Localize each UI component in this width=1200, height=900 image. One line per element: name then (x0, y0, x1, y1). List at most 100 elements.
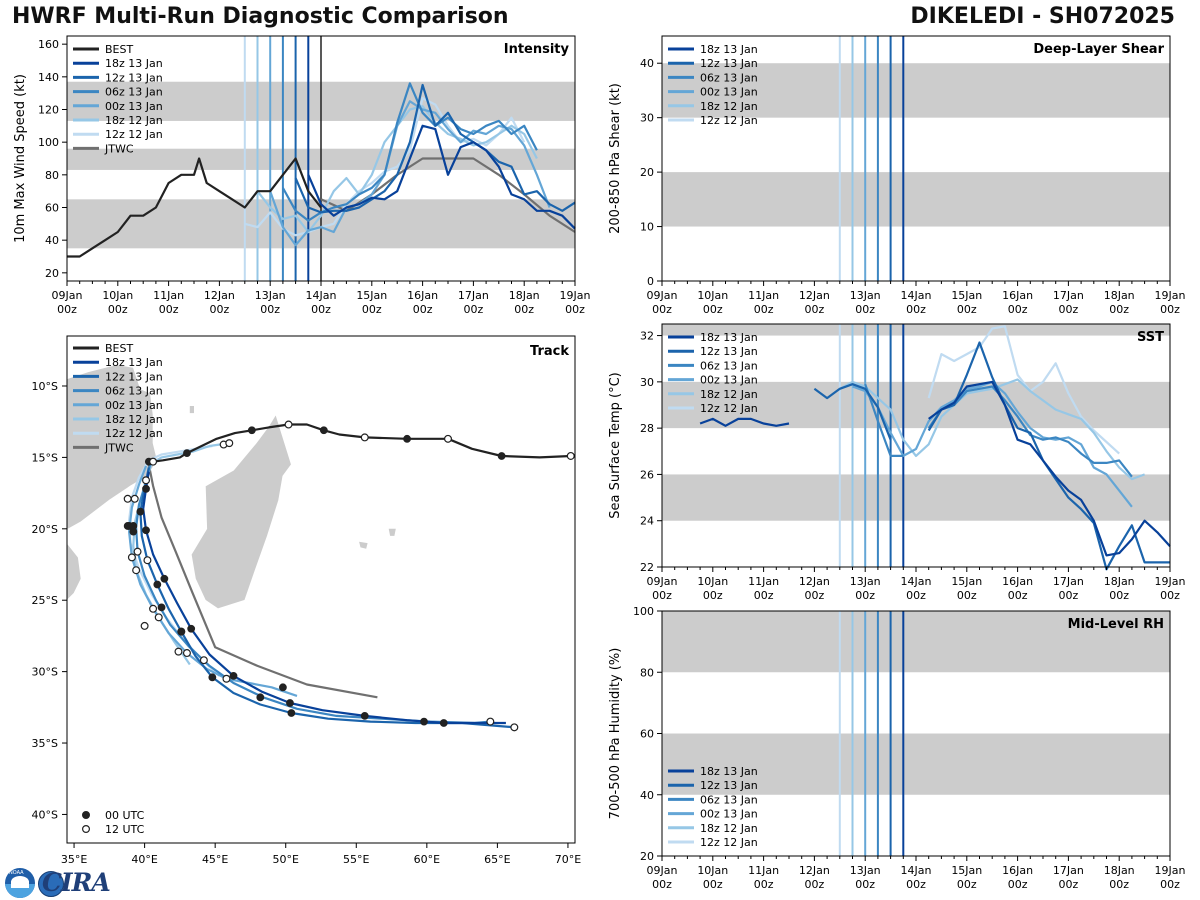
shear-xtick-day-9: 18Jan (1104, 289, 1135, 302)
intensity-xtick-hour-8: 00z (464, 303, 484, 316)
sst-xtick-hour-4: 00z (855, 589, 875, 602)
track-marker-00utc-3-4 (287, 709, 296, 717)
track-marker-legend-label-1: 12 UTC (105, 823, 145, 836)
track-series-0 (147, 423, 571, 466)
shear-xtick-day-1: 10Jan (697, 289, 728, 302)
shear-legend-label-4: 18z 12 Jan (700, 100, 758, 113)
sst-ytick-label-4: 30 (640, 376, 654, 389)
sst-series-8 (927, 325, 1120, 455)
sst-xtick-hour-1: 00z (703, 589, 723, 602)
sst-legend-label-4: 18z 12 Jan (700, 388, 758, 401)
sst-xtick-hour-0: 00z (652, 589, 672, 602)
page-title-left: HWRF Multi-Run Diagnostic Comparison (12, 4, 509, 29)
rh-xtick-hour-6: 00z (957, 878, 977, 891)
track-frame (66, 335, 576, 844)
sst-xtick-day-6: 15Jan (951, 575, 982, 588)
track-marker-00utc-2-3 (187, 624, 196, 633)
intensity-xtick-hour-1: 00z (108, 303, 128, 316)
intensity-title: Intensity (504, 42, 570, 57)
track-legend-label-5: 18z 12 Jan (105, 413, 163, 426)
shear-xtick-hour-6: 00z (957, 303, 977, 316)
track-marker-00utc-0-1 (403, 434, 411, 443)
rh-ylabel: 700-500 hPa Humidity (%) (608, 648, 623, 820)
sst-title: SST (1137, 330, 1164, 345)
sst-panel: 22242628303209Jan00z10Jan00z11Jan00z12Ja… (608, 323, 1186, 602)
sst-xtick-hour-9: 00z (1109, 589, 1129, 602)
rh-xtick-hour-0: 00z (652, 878, 672, 891)
sst-xtick-day-5: 14Jan (901, 575, 932, 588)
sst-xtick-hour-8: 00z (1059, 589, 1079, 602)
shear-xtick-hour-3: 00z (805, 303, 825, 316)
sst-xtick-hour-10: 00z (1160, 589, 1180, 602)
shear-xtick-day-0: 09Jan (647, 289, 678, 302)
shear-legend-label-3: 00z 13 Jan (700, 86, 758, 99)
track-legend-label-2: 12z 13 Jan (105, 370, 163, 383)
rh-xtick-day-5: 14Jan (901, 864, 932, 877)
intensity-xtick-day-2: 11Jan (153, 289, 184, 302)
track-series-2 (142, 471, 506, 725)
track-panel: 35°E 40°E 45°E 50°E 55°E 60°E 65°E 70°E 10°S 15°S… (32, 335, 581, 866)
intensity-xtick-day-10: 19Jan (560, 289, 591, 302)
track-legend-label-7: JTWC (104, 441, 134, 454)
sst-legend-label-2: 06z 13 Jan (700, 359, 758, 372)
track-marker-12utc-3-1 (143, 556, 152, 565)
rh-legend-label-3: 00z 13 Jan (700, 808, 758, 821)
intensity-legend-label-0: BEST (105, 43, 133, 56)
intensity-xtick-day-8: 17Jan (458, 289, 489, 302)
rh-xtick-day-9: 18Jan (1104, 864, 1135, 877)
sst-legend-label-1: 12z 13 Jan (700, 345, 758, 358)
sst-xtick-hour-5: 00z (906, 589, 926, 602)
comoros-island (189, 406, 194, 414)
rh-xtick-day-0: 09Jan (647, 864, 678, 877)
rh-xtick-hour-8: 00z (1059, 878, 1079, 891)
track-legend-label-0: BEST (105, 342, 133, 355)
sst-xtick-hour-2: 00z (754, 589, 774, 602)
track-marker-12utc-6-1 (142, 476, 151, 485)
sst-xtick-day-1: 10Jan (697, 575, 728, 588)
sst-ytick-label-0: 22 (640, 561, 654, 574)
track-marker-00utc-5-3 (256, 693, 265, 702)
rh-xtick-hour-1: 00z (703, 878, 723, 891)
intensity-xtick-hour-4: 00z (260, 303, 280, 316)
track-marker-legend-swatch-0 (81, 810, 90, 819)
track-marker-12utc-5-1 (149, 604, 158, 613)
sst-series-4 (864, 383, 904, 457)
rh-panel: 2040608010009Jan00z10Jan00z11Jan00z12Jan… (608, 605, 1185, 891)
rh-legend-label-0: 18z 13 Jan (700, 765, 758, 778)
track-legend-label-1: 18z 13 Jan (105, 356, 163, 369)
intensity-legend-label-7: JTWC (104, 142, 134, 155)
track-series-4 (135, 462, 491, 725)
sst-xtick-day-4: 13Jan (850, 575, 881, 588)
shear-xtick-day-10: 19Jan (1155, 289, 1186, 302)
intensity-ytick-label-7: 160 (38, 38, 59, 51)
rh-xtick-hour-2: 00z (754, 878, 774, 891)
intensity-legend-label-5: 18z 12 Jan (105, 114, 163, 127)
sst-ytick-label-1: 24 (640, 515, 654, 528)
intensity-ytick-label-0: 20 (45, 267, 59, 280)
track-marker-00utc-0-4 (183, 449, 191, 458)
track-ytick-label-4: 30°S (32, 666, 58, 679)
sst-xtick-day-10: 19Jan (1155, 575, 1186, 588)
track-marker-00utc-2-1 (142, 526, 150, 535)
rh-ytick-label-3: 80 (640, 666, 654, 679)
rh-band-0 (662, 733, 1170, 795)
shear-panel: 01020304009Jan00z10Jan00z11Jan00z12Jan00… (608, 35, 1186, 316)
rh-xtick-day-10: 19Jan (1155, 864, 1186, 877)
rh-xtick-hour-9: 00z (1109, 878, 1129, 891)
track-marker-12utc-5-0 (127, 553, 136, 562)
intensity-ytick-label-3: 80 (45, 169, 59, 182)
intensity-xtick-day-0: 09Jan (52, 289, 83, 302)
track-marker-12utc-0-2 (360, 433, 369, 442)
rh-legend-label-1: 12z 13 Jan (700, 779, 758, 792)
shear-title: Deep-Layer Shear (1033, 42, 1164, 57)
track-marker-legend-swatch-1 (81, 824, 90, 833)
track-marker-00utc-4-0 (129, 522, 138, 530)
track-marker-12utc-7-2 (140, 621, 149, 630)
shear-ytick-label-0: 0 (647, 275, 654, 288)
rh-xtick-day-7: 16Jan (1002, 864, 1033, 877)
intensity-ylabel: 10m Max Wind Speed (kt) (13, 74, 28, 243)
track-marker-12utc-0-3 (284, 420, 293, 429)
track-legend-label-6: 12z 12 Jan (105, 427, 163, 440)
shear-xtick-day-4: 13Jan (850, 289, 881, 302)
sst-xtick-day-8: 17Jan (1053, 575, 1084, 588)
